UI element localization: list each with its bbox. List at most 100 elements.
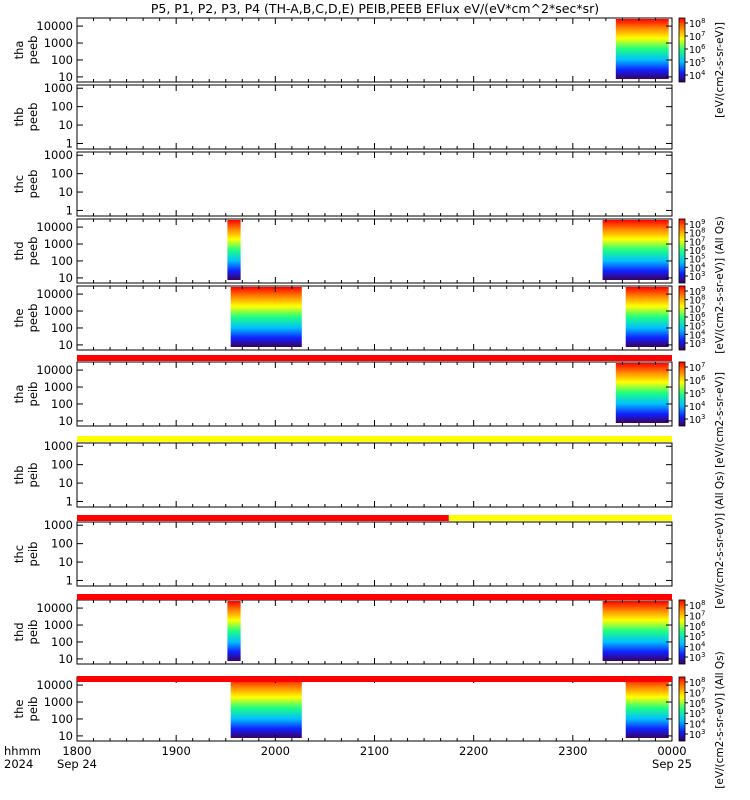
status-segment xyxy=(448,515,672,521)
y-tick-label: 10 xyxy=(58,271,73,285)
y-tick-label: 1000 xyxy=(44,380,73,394)
data-block xyxy=(602,220,669,280)
panel-label-probe: thb xyxy=(12,107,26,126)
panel-label-product: peeb xyxy=(26,103,40,132)
data-block xyxy=(625,287,669,347)
y-tick-label: 10000 xyxy=(36,363,73,377)
y-tick-label: 10000 xyxy=(36,19,73,33)
panel-frame xyxy=(76,676,673,742)
panel-frame xyxy=(76,285,673,351)
status-bar xyxy=(77,676,672,682)
y-tick-label: 100 xyxy=(51,635,73,649)
y-tick-label: 10000 xyxy=(36,287,73,301)
colorbar-title: [eV/(cm2-s-sr-eV)] (All Qs) xyxy=(714,471,726,608)
panel-label-product: peib xyxy=(26,542,40,567)
panel-frame xyxy=(76,442,673,508)
status-segment xyxy=(77,594,672,600)
status-segment xyxy=(77,515,449,521)
panel-thd-peeb: 10000 1000 100 10 thd peeb 1091081071061051041… xyxy=(12,218,705,285)
colorbar-label: 103 xyxy=(689,728,705,741)
status-bar xyxy=(77,515,672,521)
y-tick-label: 10000 xyxy=(36,601,73,615)
data-block xyxy=(227,601,241,661)
colorbar-scale xyxy=(678,599,686,665)
y-tick-label: 1000 xyxy=(44,618,73,632)
y-tick-label: 10000 xyxy=(36,220,73,234)
panel-frame xyxy=(76,84,673,150)
panel-thc-peib: 1000 100 10 1 thc peib xyxy=(12,518,673,587)
x-tick-date-label: Sep 24 xyxy=(57,757,97,771)
colorbar-label: 106 xyxy=(689,43,705,56)
x-tick-label: 2200 xyxy=(459,744,488,758)
data-block xyxy=(615,363,669,423)
x-axis-label-format: hhmm xyxy=(4,744,41,758)
panel-label-product: peib xyxy=(26,697,40,722)
data-block xyxy=(230,678,302,738)
panel-label-probe: thd xyxy=(12,241,26,260)
y-tick-label: 1 xyxy=(66,494,73,508)
colorbar-label: 103 xyxy=(689,270,705,283)
y-tick-label: 1 xyxy=(66,203,73,217)
data-block xyxy=(602,601,669,661)
status-segment xyxy=(77,676,672,682)
x-tick-label: 2000 xyxy=(261,744,290,758)
panel-frame xyxy=(76,521,673,587)
colorbar-label: 105 xyxy=(689,387,705,400)
panel-label-product: peib xyxy=(26,463,40,488)
y-tick-label: 10 xyxy=(58,476,73,490)
panel-label-product: peeb xyxy=(26,237,40,266)
panel-frame xyxy=(76,361,673,427)
y-tick-label: 100 xyxy=(51,53,73,67)
panel-label-probe: tha xyxy=(12,385,26,404)
status-bar xyxy=(77,594,672,600)
y-tick-label: 1000 xyxy=(44,148,73,162)
y-tick-label: 100 xyxy=(51,321,73,335)
x-tick-date-label: Sep 25 xyxy=(652,757,692,771)
x-tick-label: 2300 xyxy=(558,744,587,758)
panel-label-probe: thb xyxy=(12,465,26,484)
colorbar-scale xyxy=(678,676,686,742)
y-tick-label: 100 xyxy=(51,397,73,411)
panel-label-probe: thc xyxy=(12,175,26,193)
data-block xyxy=(625,678,669,738)
y-tick-label: 1000 xyxy=(44,36,73,50)
y-tick-label: 1 xyxy=(66,573,73,587)
y-tick-label: 1000 xyxy=(44,695,73,709)
y-tick-label: 1000 xyxy=(44,81,73,95)
panel-frame xyxy=(76,599,673,665)
colorbar-label: 106 xyxy=(689,374,705,387)
y-tick-label: 10000 xyxy=(36,678,73,692)
colorbar-label: 103 xyxy=(689,413,705,426)
panel-label-probe: tha xyxy=(12,41,26,60)
panel-label-product: peeb xyxy=(26,36,40,65)
x-tick-label: 0000 xyxy=(657,744,686,758)
panel-thc-peeb: 1000 100 10 1 thc peeb xyxy=(12,148,673,217)
y-tick-label: 10 xyxy=(58,414,73,428)
chart-title: P5, P1, P2, P3, P4 (TH-A,B,C,D,E) PEIB,P… xyxy=(150,1,600,16)
y-tick-label: 100 xyxy=(51,100,73,114)
colorbar-label: 105 xyxy=(689,56,705,69)
status-segment xyxy=(77,355,672,361)
colorbar-label: 107 xyxy=(689,30,705,43)
y-tick-label: 100 xyxy=(51,254,73,268)
panel-frame xyxy=(76,218,673,284)
y-tick-label: 1000 xyxy=(44,439,73,453)
x-tick-label: 2100 xyxy=(360,744,389,758)
x-tick-label: 1900 xyxy=(162,744,191,758)
panel-thb-peib: 1000 100 10 1 thb peib xyxy=(12,439,673,508)
colorbar-title: [eV/(cm2-s-sr-eV)] (All Qs) xyxy=(714,651,726,788)
y-tick-label: 100 xyxy=(51,712,73,726)
y-tick-label: 1 xyxy=(66,136,73,150)
y-tick-label: 10 xyxy=(58,338,73,352)
y-tick-label: 1000 xyxy=(44,237,73,251)
colorbar-scale xyxy=(678,17,686,83)
y-tick-label: 10 xyxy=(58,729,73,743)
